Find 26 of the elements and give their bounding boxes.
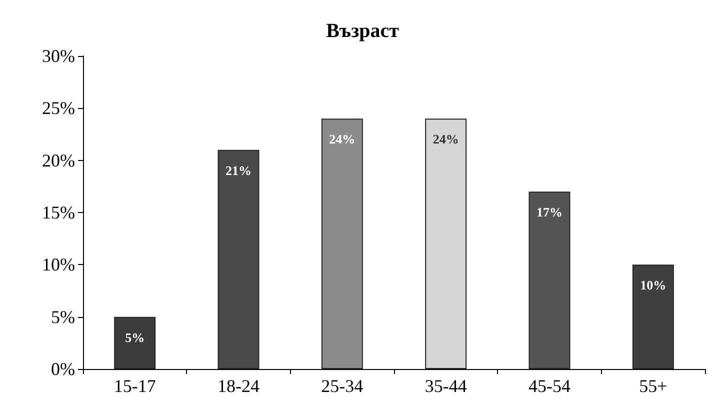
y-tick-label: 20% <box>42 150 75 170</box>
data-label: 10% <box>640 278 666 293</box>
x-tick-label: 15-17 <box>114 376 156 396</box>
bar <box>425 118 467 369</box>
bar <box>321 118 363 369</box>
x-tick-label: 55+ <box>639 376 668 396</box>
y-tick-label: 0% <box>51 359 75 379</box>
bar <box>218 150 260 369</box>
chart-title: Възраст <box>326 20 400 42</box>
y-tick-label: 15% <box>42 202 75 222</box>
y-tick-label: 25% <box>42 98 75 118</box>
data-label: 17% <box>536 204 562 220</box>
data-label: 5% <box>125 330 145 345</box>
x-tick-label: 45-54 <box>528 376 570 396</box>
x-tick-label: 35-44 <box>424 376 467 396</box>
bar <box>632 264 674 369</box>
data-label: 24% <box>432 132 459 147</box>
y-tick-label: 5% <box>51 306 75 327</box>
x-tick-label: 18-24 <box>218 376 260 396</box>
y-tick-label: 30% <box>42 46 75 66</box>
y-tick-label: 10% <box>42 254 75 275</box>
data-label: 21% <box>226 162 252 178</box>
data-label: 24% <box>329 132 356 147</box>
bar <box>528 192 570 369</box>
bar <box>114 316 156 369</box>
x-tick-label: 25-34 <box>321 376 364 396</box>
